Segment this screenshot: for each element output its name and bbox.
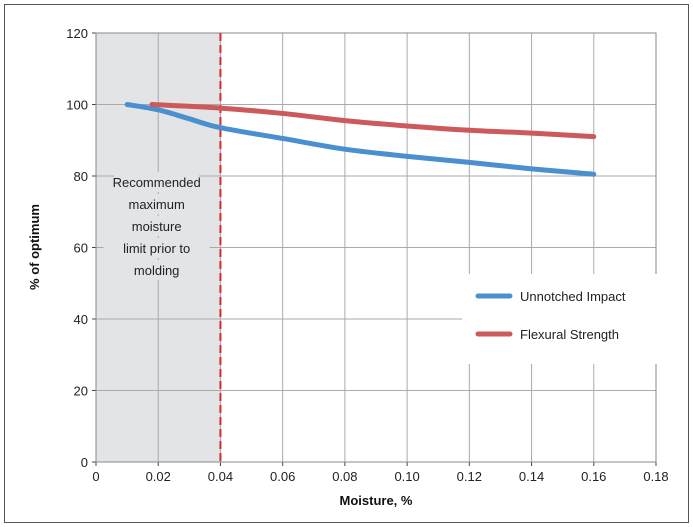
y-tick-label: 120	[66, 26, 88, 41]
annotation-line: maximum	[128, 197, 184, 212]
x-tick-label: 0.14	[519, 469, 544, 484]
x-tick-label: 0.18	[643, 469, 668, 484]
plot-area-border	[95, 32, 657, 463]
annotation-bg	[128, 194, 186, 214]
unnotched-impact-line	[124, 102, 597, 177]
legend-box	[462, 274, 662, 364]
legend-label: Flexural Strength	[520, 327, 619, 342]
x-tick-label: 0.04	[208, 469, 233, 484]
y-tick-label: 0	[81, 455, 88, 470]
y-tick-label: 100	[66, 98, 88, 113]
flexural-strength-line	[149, 102, 597, 140]
annotation-line: Recommended	[113, 175, 201, 190]
x-tick-label: 0.02	[146, 469, 171, 484]
annotation-line: limit prior to	[123, 241, 190, 256]
annotation-line: molding	[134, 263, 180, 278]
annotation-bg	[124, 216, 189, 236]
y-tick-label: 40	[74, 312, 88, 327]
annotation-bg	[114, 172, 200, 192]
x-tick-label: 0.16	[581, 469, 606, 484]
x-tick-label: 0	[92, 469, 99, 484]
annotation-bg	[103, 238, 210, 258]
x-tick-label: 0.10	[394, 469, 419, 484]
annotation-bg	[128, 260, 186, 280]
x-tick-label: 0.08	[332, 469, 357, 484]
y-tick-label: 60	[74, 241, 88, 256]
y-axis-title: % of optimum	[27, 204, 42, 290]
x-tick-label: 0.06	[270, 469, 295, 484]
x-tick-label: 0.12	[457, 469, 482, 484]
y-tick-label: 80	[74, 169, 88, 184]
x-axis-title: Moisture, %	[340, 493, 413, 508]
y-tick-label: 20	[74, 384, 88, 399]
legend-label: Unnotched Impact	[520, 289, 626, 304]
annotation-line: moisture	[132, 219, 182, 234]
